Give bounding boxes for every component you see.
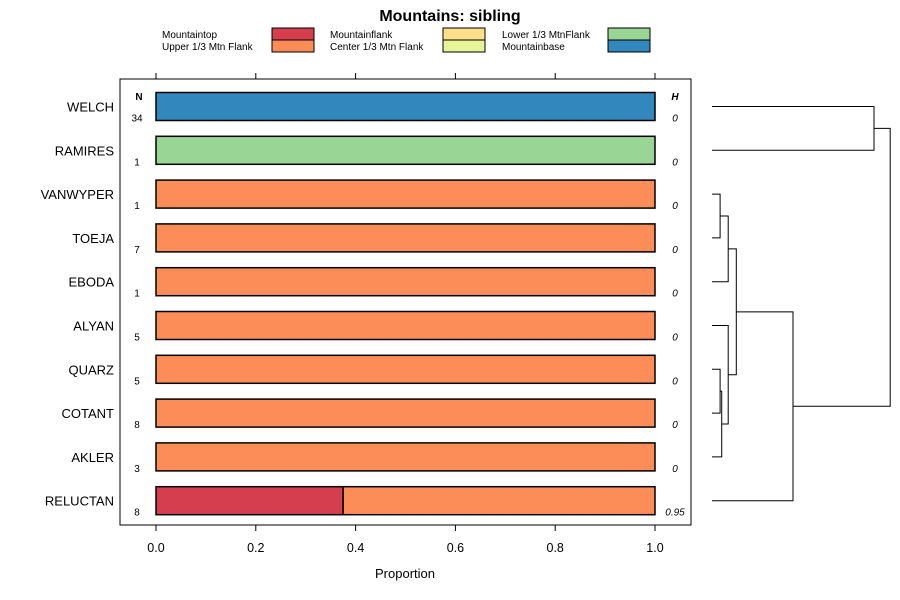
- bar-row: WELCH 34 0: [67, 91, 678, 125]
- legend-label: Mountaintop: [162, 30, 217, 41]
- n-value: 5: [134, 333, 140, 344]
- legend-swatch: [442, 27, 486, 41]
- n-value: 5: [134, 376, 140, 387]
- chart-title: Mountains: sibling: [379, 8, 520, 25]
- bar-segment: [155, 485, 344, 516]
- x-tick-label: 1.0: [646, 541, 663, 555]
- dendrogram: [712, 106, 891, 502]
- n-column-header: N: [135, 92, 142, 103]
- dendrogram-link: [712, 311, 794, 502]
- x-tick-label: 0.0: [147, 541, 164, 555]
- dendrogram-link: [728, 248, 737, 376]
- h-value: 0: [672, 201, 678, 212]
- n-value: 8: [134, 420, 140, 431]
- bar-row: RAMIRES 1 0: [55, 135, 678, 168]
- bar-segment: [155, 266, 656, 297]
- bar-row: EBODA 1 0: [68, 266, 678, 300]
- h-value: 0: [672, 420, 678, 431]
- bar-segment: [342, 485, 656, 516]
- category-label: QUARZ: [69, 362, 115, 377]
- legend-swatch: [442, 39, 486, 53]
- bar-segment: [155, 91, 656, 122]
- legend-label: Mountainbase: [502, 42, 565, 53]
- h-value: 0: [672, 157, 678, 168]
- category-label: COTANT: [62, 406, 115, 421]
- legend-label: Center 1/3 Mtn Flank: [330, 42, 424, 53]
- h-value: 0: [672, 376, 678, 387]
- legend-label: Lower 1/3 MtnFlank: [502, 30, 591, 41]
- bar-segment: [155, 398, 656, 428]
- x-tick-label: 0.4: [347, 541, 364, 555]
- dendrogram-link: [793, 127, 891, 407]
- legend-item: Mountainbase: [502, 39, 651, 53]
- category-label: AKLER: [71, 450, 114, 465]
- legend-label: Mountainflank: [330, 30, 393, 41]
- bar-row: QUARZ 5 0: [69, 354, 678, 387]
- category-label: RELUCTAN: [45, 494, 114, 509]
- h-column-header: H: [671, 92, 679, 103]
- category-label: EBODA: [68, 275, 114, 290]
- n-value: 8: [134, 508, 140, 519]
- h-value: 0.95: [665, 508, 685, 519]
- plot-frame: [119, 78, 692, 526]
- legend-swatch: [271, 39, 315, 53]
- category-label: VANWYPER: [41, 187, 114, 202]
- x-tick-label: 0.8: [547, 541, 564, 555]
- legend-item: Mountainflank: [330, 27, 486, 41]
- category-label: TOEJA: [72, 231, 114, 246]
- bar-row: TOEJA 7 0: [72, 223, 678, 256]
- bar-row: AKLER 3 0: [71, 442, 678, 475]
- n-value: 1: [134, 157, 140, 168]
- bar-segment: [155, 310, 656, 341]
- legend-item: Mountaintop: [162, 27, 315, 41]
- bar-segment: [155, 179, 656, 209]
- legend-label: Upper 1/3 Mtn Flank: [162, 42, 254, 53]
- legend-swatch: [607, 27, 651, 41]
- bar-row: ALYAN 5 0: [73, 310, 678, 344]
- h-value: 0: [672, 289, 678, 300]
- category-label: ALYAN: [73, 319, 114, 334]
- h-value: 0: [672, 114, 678, 125]
- n-value: 1: [134, 289, 140, 300]
- legend-item: Center 1/3 Mtn Flank: [330, 39, 486, 53]
- legend-swatch: [607, 39, 651, 53]
- category-label: WELCH: [67, 100, 114, 115]
- x-tick-label: 0.6: [447, 541, 464, 555]
- x-axis-label: Proportion: [375, 566, 435, 581]
- x-tick-label: 0.2: [247, 541, 264, 555]
- x-axis: 0.0 0.2 0.4 0.6 0.8 1.0: [147, 73, 664, 555]
- bar-row: VANWYPER 1 0: [41, 179, 678, 212]
- bar-segment: [155, 135, 656, 166]
- dendrogram-link: [712, 193, 721, 239]
- bar-row: RELUCTAN 8 0.95: [45, 485, 685, 519]
- n-value: 3: [134, 464, 140, 475]
- bar-rows: WELCH 34 0 RAMIRES 1 0 VANWYPER 1 0 TOEJA 7 0 EBODA 1…: [41, 91, 685, 519]
- bar-segment: [155, 442, 656, 472]
- bar-segment: [155, 354, 656, 385]
- h-value: 0: [672, 464, 678, 475]
- legend-item: Upper 1/3 Mtn Flank: [162, 39, 315, 53]
- dendrogram-link: [712, 106, 875, 151]
- bar-row: COTANT 8 0: [62, 398, 678, 431]
- n-value: 7: [134, 245, 140, 256]
- h-value: 0: [672, 245, 678, 256]
- category-label: RAMIRES: [55, 143, 115, 158]
- h-value: 0: [672, 333, 678, 344]
- bar-segment: [155, 223, 656, 253]
- legend-swatch: [271, 27, 315, 41]
- legend-item: Lower 1/3 MtnFlank: [502, 27, 651, 41]
- dendrogram-link: [712, 368, 721, 414]
- n-value: 34: [131, 114, 143, 125]
- n-value: 1: [134, 201, 140, 212]
